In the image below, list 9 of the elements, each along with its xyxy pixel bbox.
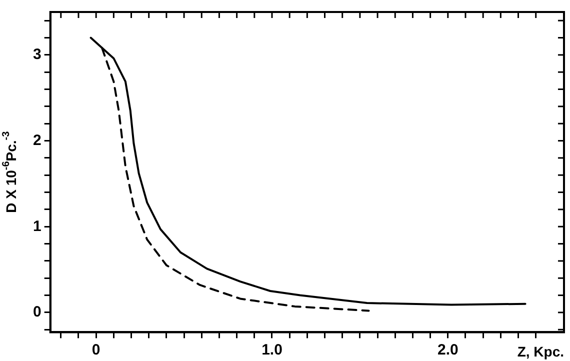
y-tick-label: 3 — [33, 46, 42, 64]
y-axis-title: D X 10-6Pc.-3 — [0, 130, 19, 213]
x-axis-title: Z, Kpc. — [517, 343, 564, 360]
x-tick-label: 1.0 — [262, 341, 282, 358]
y-tick-label: 0 — [33, 304, 42, 321]
y-tick-label: 1 — [33, 218, 42, 235]
x-tick-label: 0 — [92, 341, 100, 358]
y-tick-label: 2 — [33, 132, 42, 149]
x-tick-label: 2.0 — [437, 341, 458, 358]
